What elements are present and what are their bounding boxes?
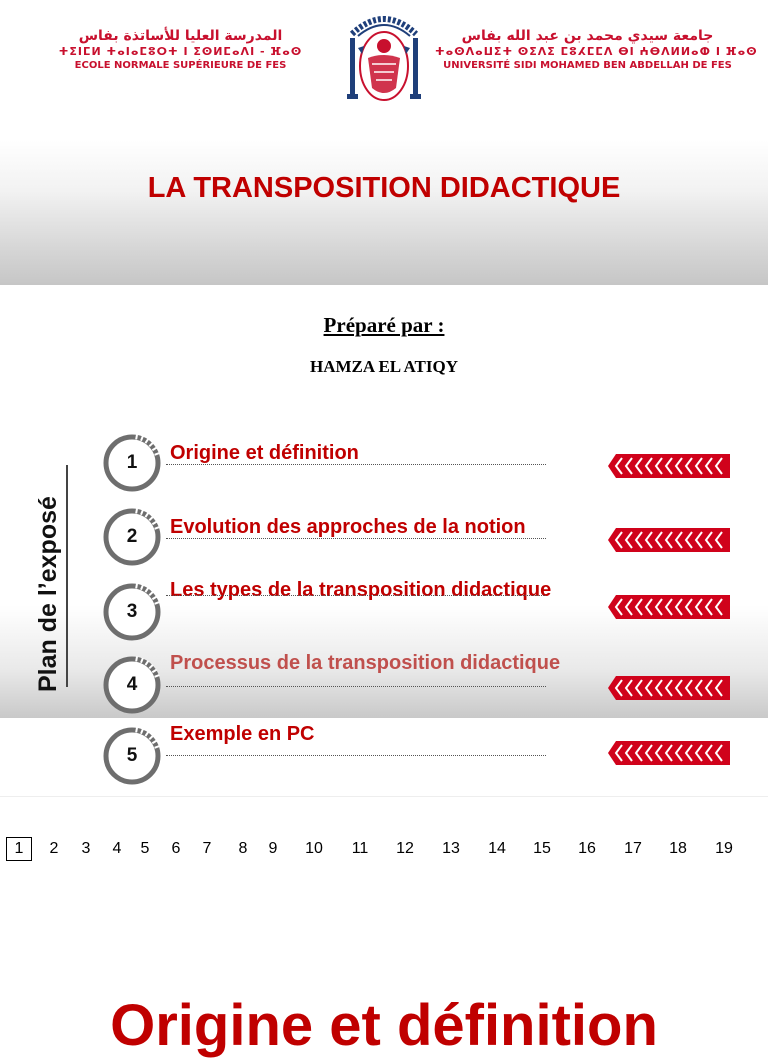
page-link-2[interactable]: 2	[49, 840, 59, 857]
item-number: 2	[126, 526, 138, 547]
document-title: LA TRANSPOSITION DIDACTIQUE	[147, 172, 621, 204]
number-ring-icon	[103, 727, 161, 785]
page-link-16[interactable]: 16	[578, 840, 596, 857]
page-link-15[interactable]: 15	[533, 840, 551, 857]
plan-item-3: 3 Les types de la transposition didactiqu…	[0, 577, 768, 647]
dotted-leader	[166, 755, 546, 756]
page-link-9[interactable]: 9	[268, 840, 278, 857]
plan-item-5: 5 Exemple en PC	[0, 721, 768, 791]
chevrons-left-icon	[608, 595, 730, 619]
usmba-arabic-name: جامعة سيدي محمد بن عبد الله بفاس	[461, 28, 714, 44]
plan-divider	[66, 465, 68, 687]
item-number: 5	[126, 745, 138, 766]
page-link-7[interactable]: 7	[202, 840, 212, 857]
item-label: Evolution des approches de la notion	[170, 516, 526, 538]
page-link-13[interactable]: 13	[442, 840, 460, 857]
item-number: 3	[126, 601, 138, 622]
number-ring-icon	[103, 656, 161, 714]
dotted-leader	[166, 686, 546, 687]
chevrons-left-icon	[608, 454, 730, 478]
ens-arabic-name: المدرسة العليا للأساتذة بفاس	[78, 28, 283, 44]
chevrons-left-icon	[608, 528, 730, 552]
university-logo	[347, 16, 421, 101]
page-link-8[interactable]: 8	[238, 840, 248, 857]
usmba-french-name: UNIVERSITÉ SIDI MOHAMED BEN ABDELLAH DE …	[443, 60, 732, 71]
plan-item-2: 2 Evolution des approches de la notion	[0, 502, 768, 572]
plan-item-4: 4 Processus de la transposition didactiqu…	[0, 650, 768, 720]
next-slide-title: Origine et définition	[110, 993, 658, 1058]
ens-fes-header: المدرسة العليا للأساتذة بفاس ⵜⵉⵏⵎⵍ ⵜⴰⵏⴰⵎ…	[28, 28, 333, 72]
page-link-6[interactable]: 6	[171, 840, 181, 857]
item-label: Exemple en PC	[170, 723, 315, 745]
dotted-leader	[166, 538, 546, 539]
item-label: Processus de la transposition didactique	[170, 652, 561, 674]
document-header: المدرسة العليا للأساتذة بفاس ⵜⵉⵏⵎⵍ ⵜⴰⵏⴰⵎ…	[0, 0, 768, 110]
page-link-4[interactable]: 4	[112, 840, 122, 857]
page-link-19[interactable]: 19	[715, 840, 733, 857]
page-link-3[interactable]: 3	[81, 840, 91, 857]
author-name: HAMZA EL ATIQY	[310, 357, 458, 376]
usmba-header: جامعة سيدي محمد بن عبد الله بفاس ⵜⴰⵙⴷⴰⵡⵉ…	[435, 28, 758, 72]
chevrons-left-icon	[608, 676, 730, 700]
page-divider	[0, 796, 768, 797]
dotted-leader	[166, 464, 546, 465]
item-label: Origine et définition	[170, 442, 359, 464]
page-link-current[interactable]: 1	[6, 837, 32, 861]
chevrons-left-icon	[608, 741, 730, 765]
page-navigator: 1 2 3 4 5 6 7 8 9 10 11 12 13 14 15 16 17 18 19	[6, 837, 766, 865]
page-link-17[interactable]: 17	[624, 840, 642, 857]
dotted-leader	[166, 595, 546, 596]
page-link-18[interactable]: 18	[669, 840, 687, 857]
usmba-tifinagh-name: ⵜⴰⵙⴷⴰⵡⵉⵜ ⵙⵉⴷⵉ ⵎⵓⵃⵎⵎⴷ ⴱⵏ ⵄⴱⴷⵍⵍⴰⵀ ⵏ ⴼⴰⵙ	[435, 45, 758, 58]
page-link-10[interactable]: 10	[305, 840, 323, 857]
prepared-by-label: Préparé par :	[323, 313, 445, 337]
item-number: 4	[126, 674, 138, 695]
page-link-12[interactable]: 12	[396, 840, 414, 857]
page-link-14[interactable]: 14	[488, 840, 506, 857]
item-number: 1	[126, 452, 138, 473]
number-ring-icon	[103, 434, 161, 492]
page-link-11[interactable]: 11	[351, 840, 369, 857]
number-ring-icon	[103, 583, 161, 641]
plan-item-1: 1 Origine et définition	[0, 428, 768, 498]
item-label: Les types de la transposition didactique	[170, 579, 552, 601]
ens-tifinagh-name: ⵜⵉⵏⵎⵍ ⵜⴰⵏⴰⵎⵓⵔⵜ ⵏ ⵉⵙⵍⵎⴰⴷⵏ - ⴼⴰⵙ	[58, 45, 303, 58]
page-link-5[interactable]: 5	[140, 840, 150, 857]
number-ring-icon	[103, 508, 161, 566]
ens-french-name: ECOLE NORMALE SUPÉRIEURE DE FES	[74, 60, 287, 71]
title-band	[0, 140, 768, 285]
